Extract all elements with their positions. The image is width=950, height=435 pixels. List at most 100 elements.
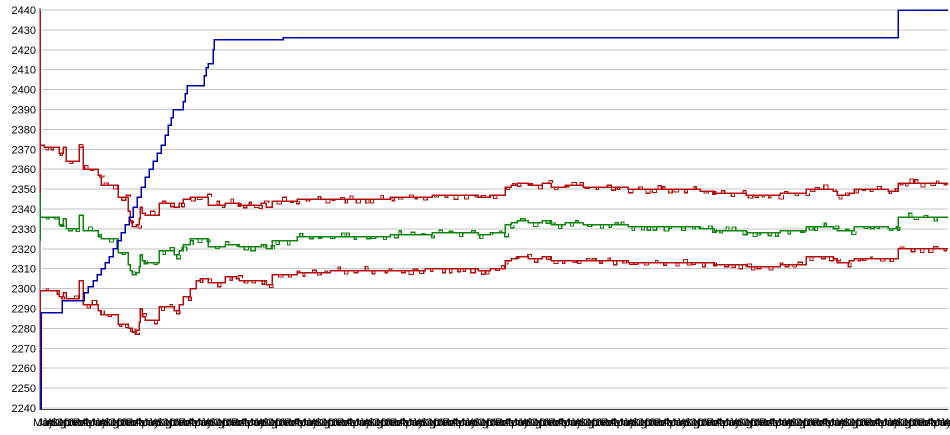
x-axis-tick-label: Aug — [310, 417, 330, 429]
x-axis-tick-label: Aug — [469, 417, 489, 429]
x-axis-tick-label: Nov — [587, 417, 607, 429]
x-axis-tick-label: Sep — [315, 417, 335, 429]
x-axis-tick-label: Jun — [671, 417, 689, 429]
x-axis-tick-label: Aug — [416, 417, 436, 429]
x-axis-tick-label: Feb — [125, 417, 144, 429]
x-axis-tick-label: Nov — [799, 417, 819, 429]
x-axis-tick-label: Jun — [829, 417, 847, 429]
x-axis-tick-label: May — [244, 417, 265, 429]
series-lower-band-red-noise — [45, 246, 948, 335]
x-axis-tick-label: Jan — [227, 417, 245, 429]
x-axis-tick-label: Jan — [596, 417, 614, 429]
x-axis-tick-label: Oct — [530, 417, 547, 429]
x-axis-tick-label: Apr — [662, 417, 679, 429]
x-axis-tick-label: Oct — [266, 417, 283, 429]
x-axis-tick-label: May — [455, 417, 476, 429]
x-axis-tick-label: Mar — [658, 417, 677, 429]
x-axis-tick-label: Jul — [623, 417, 637, 429]
x-axis-tick-label: Nov — [376, 417, 396, 429]
x-axis-tick-label: Apr — [293, 417, 310, 429]
y-axis-tick-label: 2360 — [12, 164, 36, 176]
x-axis-tick-label: Apr — [873, 417, 890, 429]
x-axis-tick-label: Feb — [917, 417, 936, 429]
x-axis-tick-label: May — [508, 417, 529, 429]
x-axis-tick-label: Jan — [755, 417, 773, 429]
x-axis-tick-label: Apr — [768, 417, 785, 429]
x-axis-tick-label: Aug — [891, 417, 911, 429]
x-axis-tick-label: Apr — [609, 417, 626, 429]
x-axis-tick-label: Nov — [746, 417, 766, 429]
x-axis-tick-label: Oct — [794, 417, 811, 429]
x-axis-tick-label: Mar — [235, 417, 254, 429]
series-lower-band-red — [39, 248, 948, 381]
x-axis-tick-label: Aug — [152, 417, 172, 429]
x-axis-tick-label: Feb — [706, 417, 725, 429]
x-axis-tick-label: Mar — [183, 417, 202, 429]
x-axis-tick-label: Aug — [205, 417, 225, 429]
x-axis-tick-label: May — [297, 417, 318, 429]
x-axis-tick-label: Oct — [55, 417, 72, 429]
x-axis-tick-label: Nov — [429, 417, 449, 429]
x-axis-tick-label: Oct — [161, 417, 178, 429]
y-axis-tick-label: 2290 — [12, 304, 36, 316]
x-axis-tick-label: Mar — [552, 417, 571, 429]
x-axis-tick-label: Oct — [425, 417, 442, 429]
x-axis-tick-label: Jan — [68, 417, 86, 429]
x-axis-tick-label: Jan — [807, 417, 825, 429]
x-axis-tick-label: Aug — [627, 417, 647, 429]
x-axis-tick-label: Aug — [733, 417, 753, 429]
x-axis-tick-label: Sep — [737, 417, 757, 429]
x-axis-tick-label: May — [561, 417, 582, 429]
x-axis-tick-label: Jun — [301, 417, 319, 429]
x-axis-tick-label: Aug — [521, 417, 541, 429]
x-axis-tick-label: Jul — [675, 417, 689, 429]
x-axis-tick-label: Mar — [341, 417, 360, 429]
x-axis-tick-label: Jul — [834, 417, 848, 429]
x-axis-tick-label: Dec — [117, 417, 137, 429]
x-axis-tick-label: Nov — [640, 417, 660, 429]
x-axis-tick-label: Jan — [913, 417, 931, 429]
x-axis-tick-label: May — [403, 417, 424, 429]
x-axis-tick-label: Jul — [464, 417, 478, 429]
series-mid-line-green-noise — [45, 212, 938, 275]
x-axis-tick-label: Sep — [790, 417, 810, 429]
x-axis-tick-label: Sep — [51, 417, 71, 429]
x-axis-tick-label: Dec — [222, 417, 242, 429]
x-axis-tick-label: Jul — [95, 417, 109, 429]
x-axis-tick-label: May — [667, 417, 688, 429]
x-axis-tick-label: Aug — [363, 417, 383, 429]
x-axis-tick-label: Feb — [284, 417, 303, 429]
x-axis-tick-label: Jul — [570, 417, 584, 429]
x-axis-tick-label: Dec — [381, 417, 401, 429]
x-axis-tick-label: Apr — [134, 417, 151, 429]
x-axis-tick-label: Jun — [460, 417, 478, 429]
x-axis-tick-label: Nov — [535, 417, 555, 429]
x-axis-tick-label: Dec — [275, 417, 295, 429]
x-axis-tick-label: Feb — [653, 417, 672, 429]
x-axis-tick-label: Dec — [750, 417, 770, 429]
x-axis-tick-label: Mar — [130, 417, 149, 429]
x-axis-tick-label: Mar — [763, 417, 782, 429]
x-axis-tick-label: Apr — [557, 417, 574, 429]
x-axis-tick-label: Jun — [882, 417, 900, 429]
x-axis-tick-label: Mar — [447, 417, 466, 429]
x-axis-tick-label: Dec — [433, 417, 453, 429]
x-axis-tick-label: Feb — [442, 417, 461, 429]
x-axis-tick-label: Jan — [332, 417, 350, 429]
x-axis-tick-label: Jun — [724, 417, 742, 429]
x-axis-tick-label: Aug — [838, 417, 858, 429]
x-axis-tick-label: Mar — [816, 417, 835, 429]
x-axis-tick-label: May — [931, 417, 950, 429]
x-axis-tick-label: Dec — [592, 417, 612, 429]
x-axis-tick-label: Dec — [856, 417, 876, 429]
x-axis-tick-label: May — [614, 417, 635, 429]
x-axis-tick-label: Aug — [785, 417, 805, 429]
x-axis-tick-label: Jul — [517, 417, 531, 429]
x-axis-tick-label: Jun — [196, 417, 214, 429]
x-axis-tick-label: Jun — [777, 417, 795, 429]
x-axis-tick-label: Jan — [438, 417, 456, 429]
y-axis-tick-label: 2250 — [12, 383, 36, 395]
x-axis-tick-label: Aug — [574, 417, 594, 429]
x-axis-tick-label: Apr — [81, 417, 98, 429]
